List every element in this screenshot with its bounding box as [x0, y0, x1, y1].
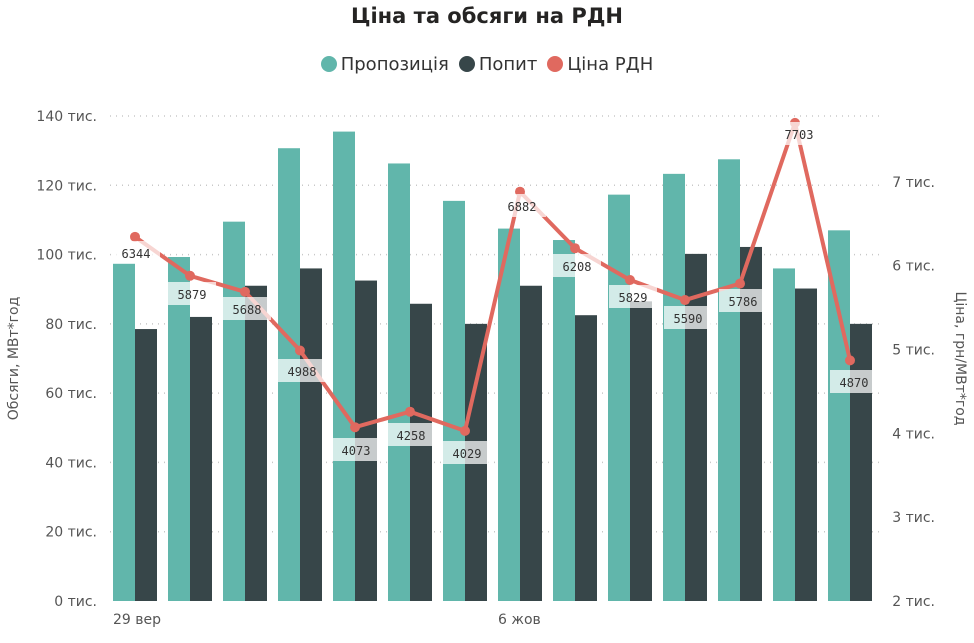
- bar-supply[interactable]: [828, 230, 850, 602]
- y-right-tick-label: 7 тис.: [892, 175, 935, 191]
- price-point[interactable]: [240, 286, 250, 297]
- bar-supply[interactable]: [333, 131, 355, 601]
- bar-supply[interactable]: [113, 263, 135, 601]
- y-right-tick-label: 2 тис.: [892, 594, 935, 610]
- price-data-label: 6344: [122, 247, 151, 261]
- price-data-label: 6208: [563, 260, 592, 274]
- y-left-tick-label: 120 тис.: [36, 178, 97, 194]
- bar-supply[interactable]: [168, 256, 190, 601]
- bar-demand[interactable]: [685, 253, 707, 601]
- price-data-label: 4988: [288, 365, 317, 379]
- price-data-labels: 6344 5879 5688 4988 4073 4258 4029 6882 6208 5829…: [112, 122, 878, 464]
- legend: Пропозиція Попит Ціна РДН: [0, 52, 974, 76]
- price-data-label: 5590: [674, 312, 703, 326]
- bars: [113, 131, 872, 602]
- price-data-label: 7703: [785, 128, 814, 142]
- legend-label-price: Ціна РДН: [567, 53, 654, 75]
- x-tick-label: 6 жов: [498, 612, 541, 628]
- data-label-bg: [223, 297, 271, 320]
- bar-supply[interactable]: [553, 240, 575, 601]
- bar-demand[interactable]: [300, 268, 322, 601]
- legend-item-supply[interactable]: Пропозиція: [320, 53, 449, 75]
- price-point[interactable]: [350, 422, 360, 433]
- data-label-bg: [719, 289, 767, 312]
- price-point[interactable]: [625, 274, 635, 285]
- bar-demand[interactable]: [135, 329, 157, 601]
- bar-demand[interactable]: [410, 303, 432, 601]
- legend-label-supply: Пропозиція: [340, 53, 449, 75]
- legend-swatch-price: [547, 56, 564, 72]
- price-data-label: 5879: [178, 288, 207, 302]
- bar-supply[interactable]: [608, 194, 630, 601]
- price-point[interactable]: [295, 345, 305, 356]
- y-left-tick-label: 20 тис.: [45, 525, 97, 541]
- y-right-axis-title: Ціна, грн/МВт*год: [952, 292, 968, 426]
- price-data-label: 4870: [840, 376, 869, 390]
- bar-supply[interactable]: [773, 268, 795, 601]
- bar-demand[interactable]: [245, 285, 267, 601]
- data-label-bg: [168, 282, 216, 305]
- price-point[interactable]: [130, 231, 140, 242]
- data-label-bg: [664, 306, 712, 329]
- data-label-bg: [553, 254, 601, 277]
- bar-supply[interactable]: [663, 173, 685, 601]
- legend-label-demand: Попит: [478, 53, 538, 75]
- bar-demand[interactable]: [190, 316, 212, 601]
- price-data-label: 4258: [397, 429, 426, 443]
- bar-demand[interactable]: [850, 323, 872, 601]
- price-point[interactable]: [845, 355, 855, 366]
- data-label-bg: [609, 285, 657, 308]
- legend-swatch-demand: [458, 56, 475, 72]
- bar-supply[interactable]: [498, 228, 520, 601]
- price-point[interactable]: [680, 295, 690, 306]
- data-label-bg: [830, 370, 878, 393]
- y-left-tick-label: 60 тис.: [45, 386, 97, 402]
- price-data-label: 4073: [342, 444, 371, 458]
- bar-supply[interactable]: [388, 163, 410, 602]
- legend-item-demand[interactable]: Попит: [458, 53, 538, 75]
- price-point[interactable]: [460, 425, 470, 436]
- y-left-tick-label: 0 тис.: [54, 594, 97, 610]
- y-left-tick-label: 100 тис.: [36, 248, 97, 264]
- bar-demand[interactable]: [630, 301, 652, 601]
- x-tick-label: 29 вер: [113, 612, 161, 628]
- price-point[interactable]: [185, 270, 195, 281]
- bar-supply[interactable]: [223, 221, 245, 602]
- chart-title: Ціна та обсяги на РДН: [350, 4, 623, 28]
- price-data-label: 6882: [508, 200, 537, 214]
- bar-supply[interactable]: [718, 159, 740, 601]
- data-label-bg: [498, 194, 546, 217]
- price-data-label: 5829: [619, 291, 648, 305]
- y-left-axis-title: Обсяги, МВт*год: [6, 297, 22, 421]
- data-label-bg: [278, 359, 326, 382]
- axes: 0 тис. 20 тис. 40 тис. 60 тис. 80 тис. 100 ти…: [6, 109, 968, 628]
- y-right-tick-label: 6 тис.: [892, 259, 935, 275]
- bar-demand[interactable]: [740, 246, 762, 601]
- price-data-label: 5688: [233, 303, 262, 317]
- price-point[interactable]: [570, 243, 580, 254]
- price-data-label: 4029: [453, 447, 482, 461]
- y-left-tick-label: 80 тис.: [45, 317, 97, 333]
- y-right-tick-label: 4 тис.: [892, 426, 935, 442]
- y-left-tick-label: 140 тис.: [36, 109, 97, 125]
- price-data-label: 5786: [729, 295, 758, 309]
- bar-supply[interactable]: [443, 200, 465, 601]
- price-point[interactable]: [405, 406, 415, 417]
- legend-item-price[interactable]: Ціна РДН: [547, 54, 653, 75]
- legend-swatch-supply: [320, 56, 337, 72]
- y-right-tick-label: 3 тис.: [892, 510, 935, 526]
- bar-demand[interactable]: [575, 315, 597, 601]
- bar-demand[interactable]: [520, 285, 542, 601]
- data-label-bg: [775, 122, 823, 145]
- y-right-tick-label: 5 тис.: [892, 342, 935, 358]
- data-label-bg: [387, 423, 435, 446]
- y-left-tick-label: 40 тис.: [45, 455, 97, 471]
- price-point[interactable]: [735, 278, 745, 289]
- data-label-bg: [443, 441, 491, 464]
- data-label-bg: [112, 241, 160, 264]
- bar-demand[interactable]: [795, 288, 817, 601]
- data-label-bg: [332, 438, 380, 461]
- grid-lines: [110, 115, 880, 533]
